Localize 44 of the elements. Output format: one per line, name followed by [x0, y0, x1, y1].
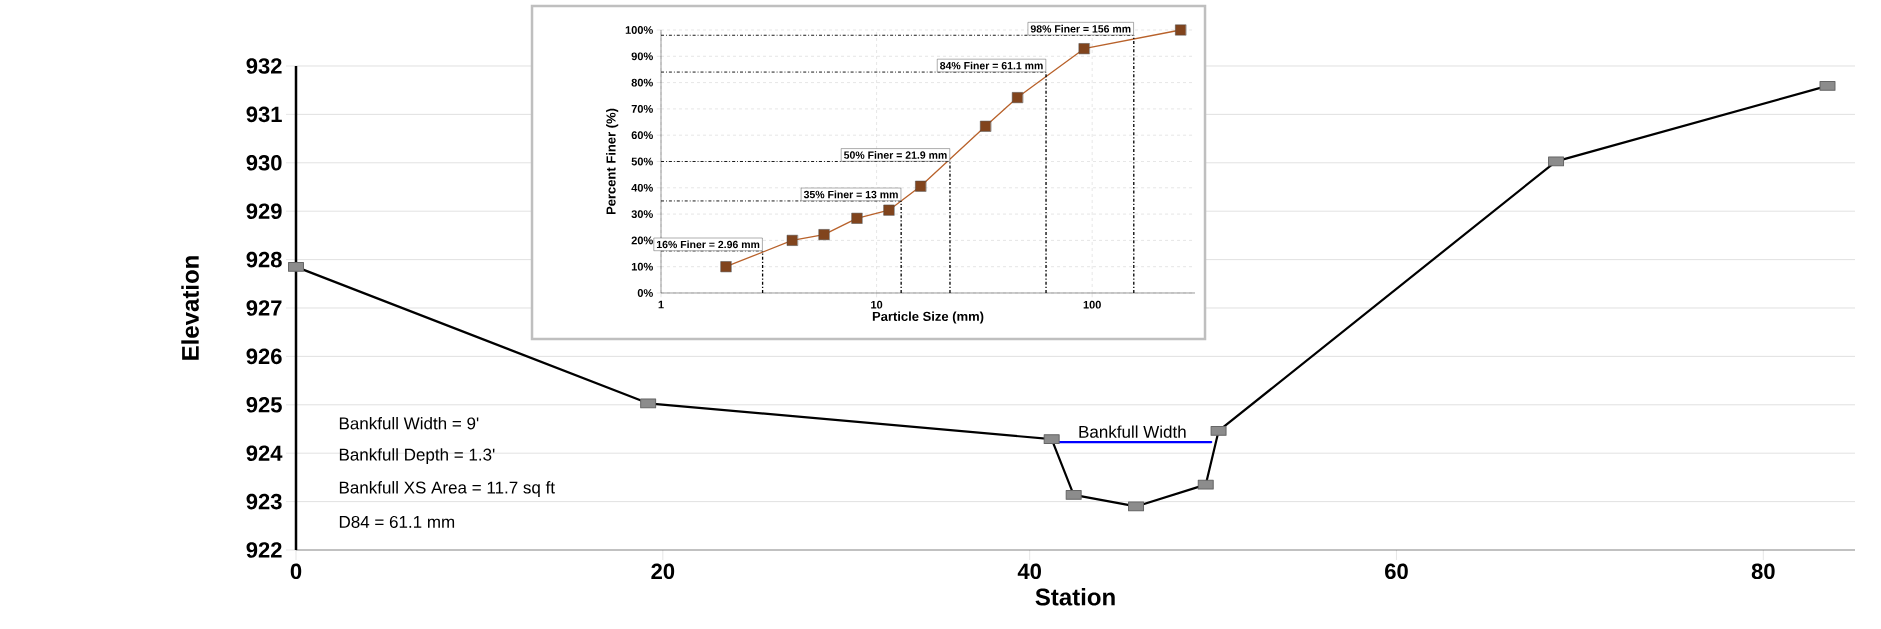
annotation: D84 = 61.1 mm — [339, 515, 455, 528]
y-tick-label: 80% — [631, 78, 653, 87]
x-tick-label: 20 — [651, 563, 675, 580]
x-axis-title: Particle Size (mm) — [872, 311, 984, 324]
x-tick-label: 60 — [1385, 563, 1408, 580]
annotation: Bankfull XS Area = 11.7 sq ft — [339, 481, 555, 497]
y-tick-label: 50% — [631, 157, 653, 166]
ref-line-label: 35% Finer = 13 mm — [803, 190, 898, 199]
annotation: Bankfull Width — [1079, 425, 1186, 438]
x-tick-label: 80 — [1751, 563, 1775, 580]
x-tick-label: 0 — [290, 563, 302, 580]
y-axis-title: Percent Finer (%) — [606, 108, 619, 215]
ref-line-label: 16% Finer = 2.96 mm — [656, 240, 760, 249]
x-tick-label: 10 — [871, 300, 883, 309]
y-tick-label: 927 — [246, 300, 282, 316]
y-tick-label: 70% — [631, 105, 653, 113]
y-tick-label: 930 — [246, 154, 282, 171]
y-tick-label: 20% — [631, 236, 653, 245]
y-tick-label: 929 — [246, 203, 282, 219]
y-tick-label: 0% — [637, 289, 653, 297]
y-tick-label: 928 — [246, 251, 282, 268]
y-tick-label: 925 — [246, 397, 282, 413]
y-tick-label: 30% — [631, 210, 653, 218]
y-tick-label: 10% — [631, 262, 653, 271]
y-tick-label: 40% — [631, 183, 653, 192]
y-tick-label: 100% — [625, 26, 653, 34]
x-tick-label: 1 — [658, 300, 664, 309]
y-tick-label: 90% — [631, 52, 653, 61]
ref-line-label: 84% Finer = 61.1 mm — [940, 61, 1043, 70]
y-tick-label: 923 — [246, 493, 282, 510]
y-tick-label: 924 — [246, 445, 283, 461]
y-tick-label: 60% — [631, 131, 653, 140]
x-tick-label: 40 — [1017, 563, 1041, 580]
x-axis-title: Station — [1035, 587, 1115, 606]
y-tick-label: 931 — [246, 106, 282, 123]
y-tick-label: 932 — [246, 58, 282, 74]
y-tick-label: 926 — [246, 348, 282, 365]
y-axis-title: Elevation — [181, 256, 199, 360]
annotation: Bankfull Width = 9' — [339, 416, 479, 430]
annotation: Bankfull Depth = 1.3' — [339, 448, 495, 465]
y-tick-label: 922 — [246, 542, 282, 558]
x-tick-label: 100 — [1083, 300, 1101, 309]
ref-line-label: 98% Finer = 156 mm — [1030, 24, 1131, 33]
ref-line-label: 50% Finer = 21.9 mm — [844, 151, 947, 159]
